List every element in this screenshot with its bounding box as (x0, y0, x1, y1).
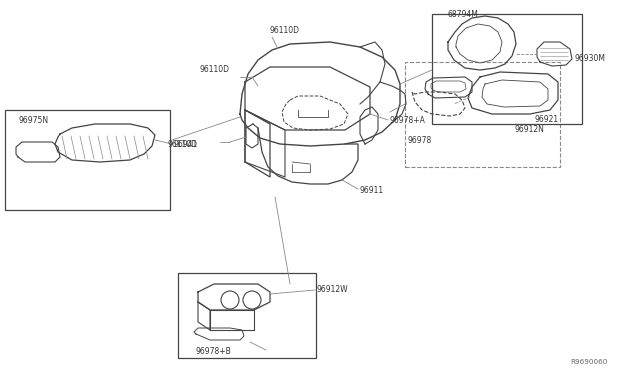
Bar (432, 14, 582, 124)
Text: 96110D: 96110D (168, 140, 198, 148)
Text: 96110D: 96110D (270, 26, 300, 35)
Text: 96912W: 96912W (317, 285, 349, 295)
Text: 96978: 96978 (408, 135, 432, 144)
Text: 96978+A: 96978+A (390, 115, 426, 125)
Bar (5, 110, 170, 210)
Text: 96941: 96941 (173, 140, 197, 148)
Bar (405, 62, 560, 167)
Text: 96930M: 96930M (575, 54, 606, 62)
Text: 96110D: 96110D (200, 64, 230, 74)
Text: 68794M: 68794M (448, 10, 479, 19)
Text: 96978+B: 96978+B (195, 347, 231, 356)
Text: 96911: 96911 (360, 186, 384, 195)
Text: R9690060: R9690060 (570, 359, 607, 365)
Text: 96975N: 96975N (18, 115, 48, 125)
Text: 96912N: 96912N (515, 125, 545, 134)
Bar (178, 273, 316, 358)
Text: 96921: 96921 (535, 115, 559, 124)
